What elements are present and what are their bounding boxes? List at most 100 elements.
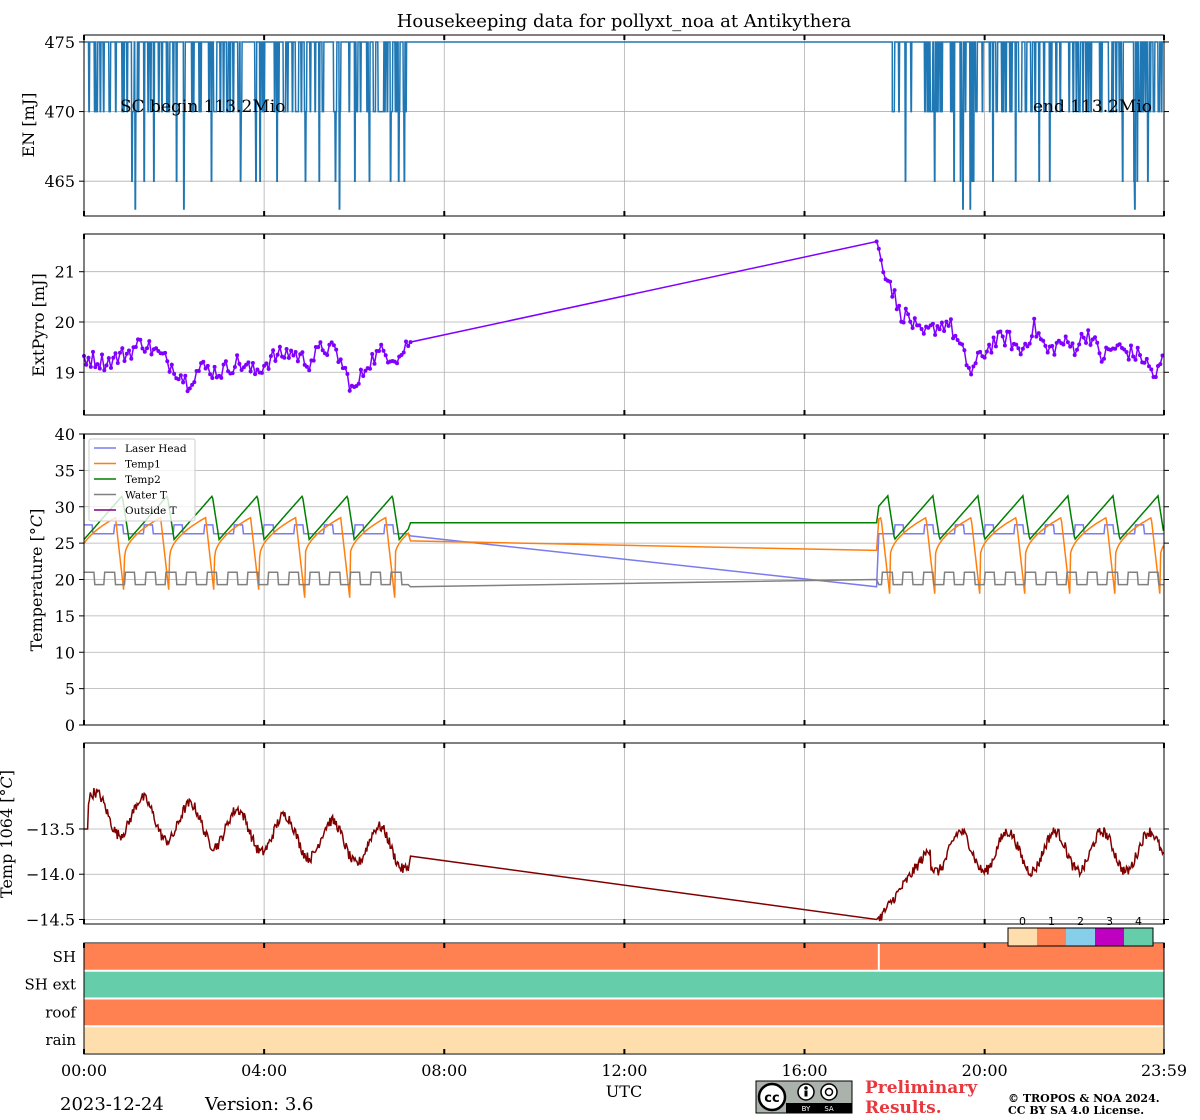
extpyro-point bbox=[248, 369, 253, 374]
extpyro-point bbox=[111, 355, 116, 360]
extpyro-point bbox=[219, 375, 224, 380]
extpyro-point bbox=[879, 258, 884, 262]
extpyro-point bbox=[1097, 351, 1102, 356]
date-label: 2023-12-24 bbox=[60, 1094, 164, 1115]
extpyro-point bbox=[935, 324, 940, 329]
x-tick-label: 16:00 bbox=[781, 1061, 827, 1080]
extpyro-point bbox=[232, 365, 237, 369]
x-tick-label: 23:59 bbox=[1141, 1061, 1187, 1080]
extpyro-point bbox=[325, 353, 330, 357]
extpyro-point bbox=[268, 354, 273, 359]
y-tick-label: 35 bbox=[55, 461, 75, 480]
extpyro-point bbox=[1050, 344, 1055, 348]
extpyro-point bbox=[336, 360, 341, 364]
extpyro-point bbox=[163, 350, 168, 355]
colorbar-cell bbox=[1008, 928, 1037, 946]
extpyro-point bbox=[142, 349, 147, 354]
extpyro-point bbox=[338, 357, 343, 362]
en-y-ticks: 465 470 475 bbox=[44, 33, 1169, 191]
legend-label: Water T bbox=[125, 490, 167, 502]
temp1064-y-ticks: −13.5 −14.0 −14.5 bbox=[26, 820, 1169, 929]
cc-badge-strip bbox=[786, 1103, 852, 1113]
extpyro-point bbox=[1045, 350, 1050, 355]
status-row-bar bbox=[84, 944, 1164, 970]
laser-head-line bbox=[84, 524, 1164, 588]
status-colorbar: 0 1 2 3 4 bbox=[1007, 915, 1154, 947]
extpyro-point bbox=[235, 353, 240, 358]
en-series-line bbox=[84, 41, 1165, 210]
extpyro-point bbox=[1133, 357, 1138, 362]
annotation-end: end 113.2Mio bbox=[1033, 97, 1152, 117]
y-tick-label: 40 bbox=[55, 425, 75, 444]
extpyro-point bbox=[993, 344, 998, 349]
legend-label: Laser Head bbox=[125, 443, 187, 455]
extpyro-point bbox=[894, 307, 899, 312]
status-row-label: rain bbox=[45, 1031, 76, 1049]
x-tick-label: 12:00 bbox=[601, 1061, 647, 1080]
extpyro-point bbox=[982, 355, 987, 360]
extpyro-point bbox=[939, 320, 944, 325]
y-tick-label: 465 bbox=[44, 172, 75, 191]
extpyro-point bbox=[1131, 354, 1136, 359]
extpyro-point bbox=[368, 366, 372, 371]
x-tick-label: 08:00 bbox=[421, 1061, 467, 1080]
extpyro-point bbox=[124, 351, 129, 356]
temp1064-ylabel: Temp 1064 [°C] bbox=[0, 770, 16, 898]
extpyro-point bbox=[1086, 328, 1091, 333]
by-person-head bbox=[804, 1086, 808, 1090]
preliminary-text-2: Results. bbox=[865, 1098, 942, 1118]
extpyro-point bbox=[203, 366, 208, 371]
cc-icon bbox=[757, 1082, 787, 1112]
sa-share-icon bbox=[820, 1083, 838, 1101]
extpyro-point bbox=[311, 358, 316, 363]
extpyro-point bbox=[167, 369, 172, 374]
extpyro-point bbox=[989, 350, 994, 355]
legend-label: Temp1 bbox=[125, 459, 161, 471]
extpyro-point bbox=[1144, 356, 1149, 361]
extpyro-point bbox=[991, 335, 996, 340]
extpyro-point bbox=[118, 350, 122, 355]
extpyro-point bbox=[953, 333, 958, 338]
extpyro-point bbox=[210, 376, 215, 380]
extpyro-point bbox=[876, 246, 881, 251]
extpyro-point bbox=[1029, 334, 1034, 339]
x-tick-marks bbox=[83, 35, 1165, 1054]
extpyro-point bbox=[1113, 346, 1118, 351]
extpyro-point bbox=[1014, 342, 1019, 347]
extpyro-point bbox=[948, 317, 953, 322]
extpyro-point bbox=[237, 361, 242, 366]
extpyro-series-line bbox=[83, 240, 1164, 394]
status-rows: SH SH ext roof rain bbox=[25, 943, 1164, 1053]
extpyro-point bbox=[223, 359, 228, 364]
extpyro-point bbox=[320, 348, 325, 353]
extpyro-point bbox=[1002, 343, 1007, 348]
extpyro-point bbox=[293, 350, 298, 354]
panel-en: 465 470 475 EN [mJ] SC begin 113.2Mio end … bbox=[19, 33, 1169, 217]
extpyro-point bbox=[1075, 347, 1079, 352]
extpyro-point bbox=[1036, 331, 1041, 336]
extpyro-point bbox=[264, 361, 269, 366]
y-tick-label: 21 bbox=[55, 263, 75, 282]
extpyro-point bbox=[984, 349, 989, 354]
extpyro-point bbox=[1007, 329, 1012, 334]
extpyro-point bbox=[1124, 350, 1129, 354]
extpyro-point bbox=[903, 306, 908, 311]
extpyro-point bbox=[971, 364, 976, 369]
extpyro-point bbox=[109, 365, 113, 370]
extpyro-point bbox=[1018, 352, 1023, 357]
temperature-grid bbox=[83, 433, 1165, 726]
extpyro-point bbox=[273, 358, 278, 363]
y-tick-label: 20 bbox=[55, 313, 75, 332]
extpyro-point bbox=[912, 316, 917, 321]
colorbar-cell bbox=[1095, 928, 1124, 946]
extpyro-point bbox=[316, 345, 321, 350]
extpyro-point bbox=[377, 349, 381, 353]
extpyro-point bbox=[147, 339, 152, 344]
temp1-line bbox=[83, 516, 1165, 598]
extpyro-point bbox=[95, 362, 100, 367]
extpyro-point bbox=[372, 361, 377, 366]
extpyro-point bbox=[212, 364, 217, 369]
extpyro-point bbox=[919, 327, 924, 331]
extpyro-point bbox=[1025, 344, 1030, 349]
extpyro-point bbox=[307, 368, 312, 373]
